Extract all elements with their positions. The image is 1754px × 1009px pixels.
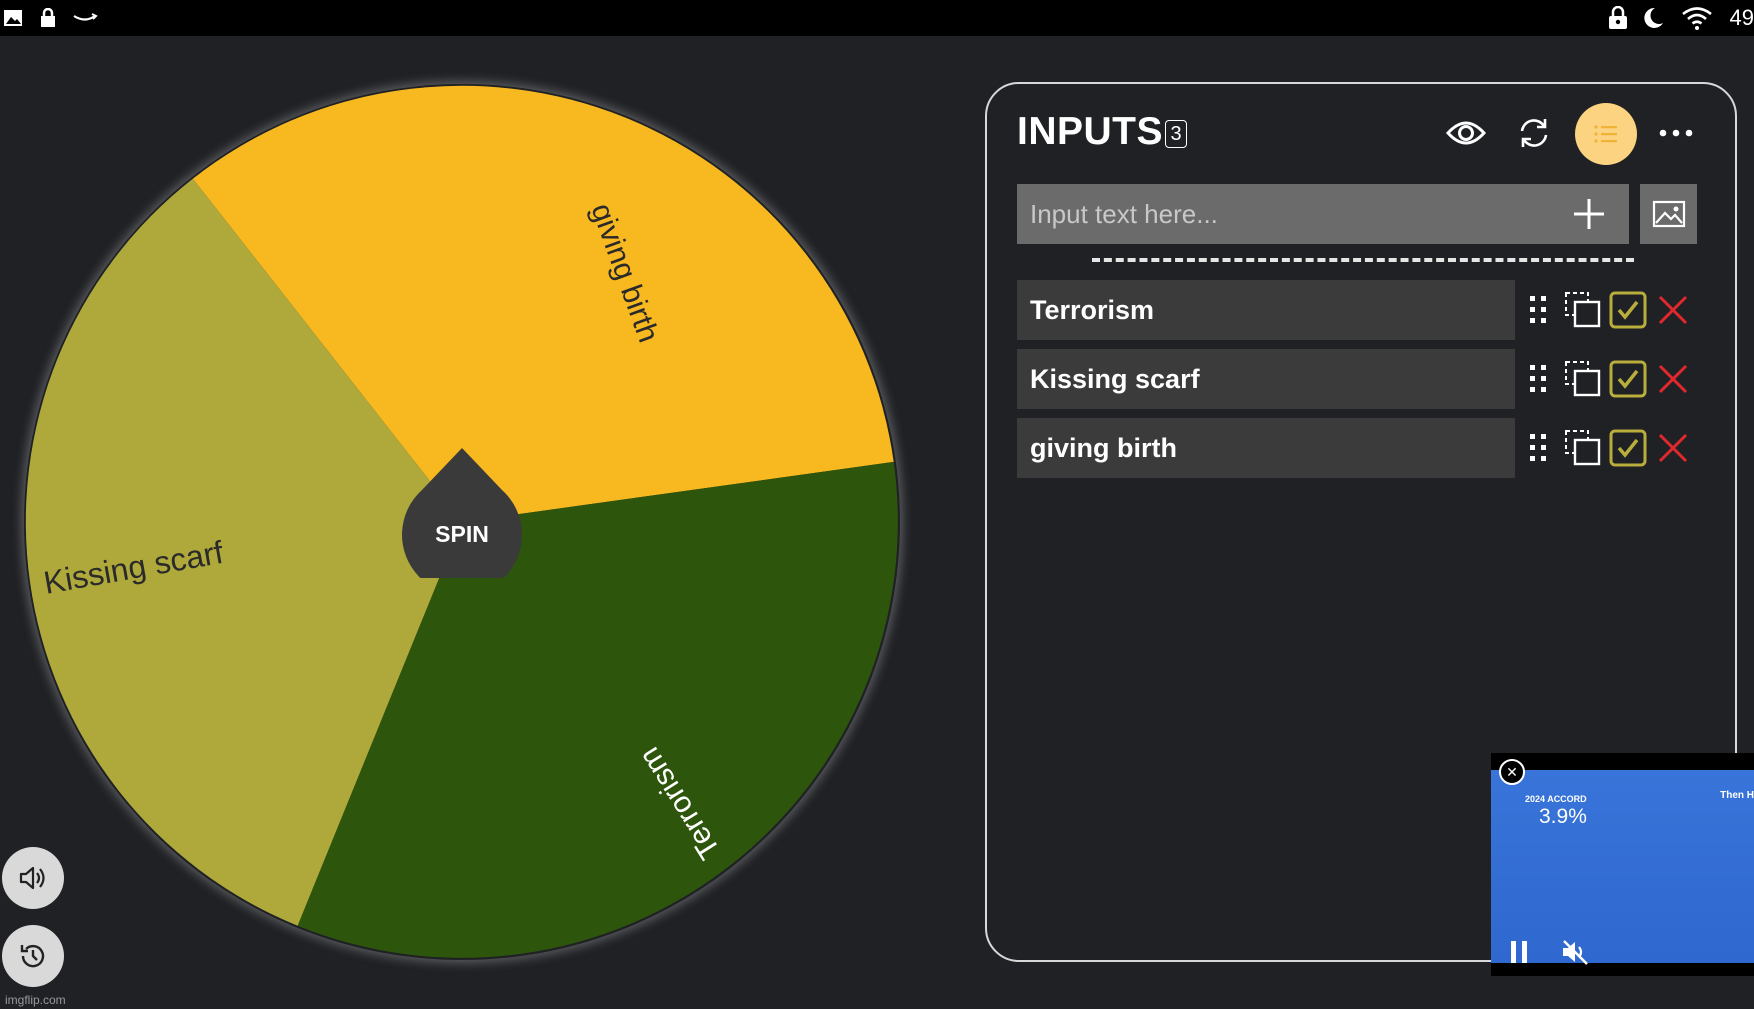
video-ad[interactable]: 2024 ACCORD Then H 3.9% ✕: [1491, 753, 1754, 976]
video-brand: 2024 ACCORD: [1525, 794, 1587, 804]
more-options-button[interactable]: [1651, 108, 1701, 158]
entry-input[interactable]: [1017, 184, 1557, 244]
duplicate-icon[interactable]: [1563, 428, 1603, 468]
history-icon: [20, 944, 45, 968]
speaker-icon: [19, 866, 45, 890]
video-screen[interactable]: 2024 ACCORD Then H 3.9%: [1491, 770, 1754, 963]
panel-title: INPUTS: [1017, 110, 1164, 153]
checkbox-checked-icon[interactable]: [1608, 359, 1648, 399]
image-icon: [2, 4, 24, 32]
wheel-segment-terrorism[interactable]: [297, 461, 898, 958]
entry-row[interactable]: Kissing scarf: [1017, 349, 1515, 409]
wheel-segment-giving-birth[interactable]: [192, 85, 894, 523]
more-icon: [1659, 129, 1693, 137]
delete-icon[interactable]: [1653, 428, 1693, 468]
divider: [1092, 258, 1634, 262]
wifi-icon: [1680, 4, 1714, 32]
status-bar: 49: [0, 0, 1754, 36]
refresh-icon: [1520, 119, 1548, 147]
eye-icon: [1446, 121, 1486, 145]
video-close-button[interactable]: ✕: [1499, 759, 1525, 785]
shuffle-button[interactable]: [1509, 108, 1559, 158]
video-brand-right: Then H: [1720, 790, 1754, 801]
plus-icon: [1574, 199, 1604, 229]
entry-row[interactable]: Terrorism: [1017, 280, 1515, 340]
entry-label[interactable]: Kissing scarf: [1030, 364, 1200, 394]
moon-icon: [1640, 4, 1666, 32]
add-entry-button[interactable]: [1569, 194, 1609, 234]
image-icon: [1652, 200, 1685, 228]
delete-icon[interactable]: [1653, 359, 1693, 399]
duplicate-icon[interactable]: [1563, 290, 1603, 330]
vpn-lock-icon: [1607, 4, 1629, 32]
battery-level: 49: [1729, 5, 1754, 30]
history-button[interactable]: [2, 925, 64, 987]
imgflip-watermark: imgflip.com: [5, 993, 66, 1007]
checkbox-checked-icon[interactable]: [1608, 428, 1648, 468]
drag-handle-icon[interactable]: [1518, 428, 1558, 468]
duplicate-icon[interactable]: [1563, 359, 1603, 399]
pause-icon: [1511, 941, 1527, 963]
list-view-button[interactable]: [1575, 103, 1637, 165]
entry-count-badge: 3: [1165, 120, 1187, 148]
spin-wheel[interactable]: giving birth Terrorism Kissing scarf: [24, 84, 900, 960]
spin-button-shape: [402, 448, 522, 578]
pause-button[interactable]: [1503, 936, 1535, 968]
list-icon: [1594, 125, 1617, 143]
wheel-svg[interactable]: giving birth Terrorism Kissing scarf: [24, 84, 900, 960]
drag-handle-icon[interactable]: [1518, 290, 1558, 330]
close-icon: ✕: [1506, 763, 1518, 780]
mute-button[interactable]: [1559, 936, 1591, 968]
muted-speaker-icon: [1563, 940, 1588, 965]
sound-button[interactable]: [2, 847, 64, 909]
checkbox-checked-icon[interactable]: [1608, 290, 1648, 330]
video-rate: 3.9%: [1539, 805, 1587, 828]
spin-button[interactable]: SPIN: [402, 448, 522, 578]
entry-label[interactable]: Terrorism: [1030, 295, 1155, 325]
spin-label: SPIN: [435, 520, 489, 547]
wheel-segment-kissing-scarf[interactable]: [25, 178, 463, 926]
lock-icon: [38, 4, 58, 32]
entry-label[interactable]: giving birth: [1030, 433, 1177, 463]
add-image-button[interactable]: [1640, 184, 1697, 244]
drag-handle-icon[interactable]: [1518, 359, 1558, 399]
eye-button[interactable]: [1441, 108, 1491, 158]
entry-row[interactable]: giving birth: [1017, 418, 1515, 478]
delete-icon[interactable]: [1653, 290, 1693, 330]
amazon-icon: [72, 4, 98, 32]
entry-input-box: [1017, 184, 1629, 244]
